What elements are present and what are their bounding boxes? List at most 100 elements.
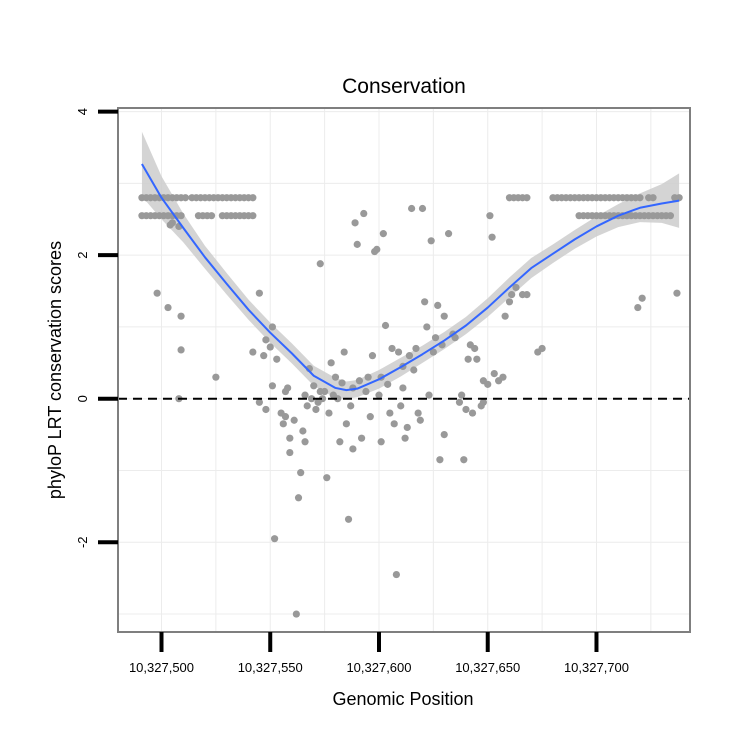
- data-point: [364, 373, 372, 381]
- data-point: [405, 352, 414, 360]
- data-point: [301, 438, 309, 446]
- data-point: [273, 355, 281, 363]
- data-point: [401, 434, 409, 442]
- data-point: [347, 402, 355, 410]
- data-point: [427, 237, 435, 245]
- data-point: [325, 409, 333, 417]
- data-point: [290, 416, 298, 424]
- data-point: [292, 610, 300, 618]
- data-point: [279, 420, 287, 428]
- smooth-curve-group: [141, 163, 680, 392]
- data-point: [351, 219, 359, 227]
- data-point: [366, 413, 374, 421]
- x-axis-tick-label: 10,327,500: [129, 660, 194, 675]
- data-point: [468, 409, 477, 417]
- y-axis-tick-label: 4: [75, 108, 90, 115]
- data-point: [473, 355, 481, 363]
- data-point: [207, 212, 216, 220]
- data-point: [431, 334, 440, 342]
- data-point: [464, 355, 472, 363]
- data-point: [303, 402, 311, 410]
- smooth-curve-line: [141, 163, 680, 392]
- data-point: [471, 344, 479, 353]
- data-point: [301, 391, 309, 399]
- data-point: [523, 194, 531, 202]
- data-point: [460, 456, 468, 464]
- data-point: [177, 346, 185, 354]
- data-point: [177, 312, 185, 320]
- data-point: [436, 456, 444, 464]
- data-point: [505, 298, 514, 306]
- data-point: [451, 334, 459, 342]
- data-point: [266, 343, 274, 351]
- data-point: [323, 474, 331, 482]
- data-point: [166, 221, 174, 229]
- y-axis: -2 0 2 4: [75, 108, 118, 548]
- data-point: [153, 289, 161, 297]
- data-point: [362, 387, 370, 396]
- data-point: [249, 348, 257, 356]
- scatter-points: [138, 194, 683, 618]
- data-point: [353, 240, 361, 248]
- x-axis-tick-label: 10,327,550: [238, 660, 303, 675]
- data-point: [249, 194, 257, 202]
- data-point: [377, 438, 385, 446]
- data-point: [638, 294, 646, 302]
- data-point: [318, 395, 327, 403]
- confidence-band-group: [141, 131, 680, 399]
- data-point: [281, 413, 290, 421]
- data-point: [440, 431, 448, 439]
- data-point: [421, 298, 429, 306]
- data-point: [338, 379, 346, 387]
- data-point: [666, 212, 675, 220]
- y-axis-tick-label: 2: [75, 252, 90, 259]
- x-axis-tick-label: 10,327,600: [346, 660, 411, 675]
- data-point: [260, 352, 268, 360]
- x-axis-tick-label: 10,327,650: [455, 660, 520, 675]
- chart-title: Conservation: [342, 75, 466, 98]
- data-point: [164, 303, 172, 312]
- data-point: [462, 405, 470, 414]
- data-point: [360, 209, 368, 218]
- x-axis: 10,327,500 10,327,550 10,327,600 10,327,650…: [129, 632, 629, 675]
- data-point: [388, 344, 396, 353]
- data-point: [255, 289, 263, 297]
- data-point: [486, 212, 494, 220]
- data-point: [316, 260, 324, 268]
- data-point: [249, 212, 257, 220]
- data-point: [212, 373, 220, 381]
- data-point: [262, 405, 270, 414]
- data-point: [386, 409, 394, 417]
- data-point: [425, 391, 433, 399]
- data-point: [286, 434, 294, 442]
- data-point: [490, 369, 498, 378]
- plot-panel-border: [117, 107, 691, 633]
- data-point: [379, 230, 387, 238]
- data-point: [286, 448, 294, 457]
- data-point: [434, 301, 442, 309]
- data-point: [331, 373, 340, 381]
- data-point: [344, 515, 353, 523]
- data-point: [177, 212, 185, 220]
- data-point: [373, 245, 381, 254]
- data-point: [416, 416, 424, 424]
- data-point: [501, 312, 509, 320]
- data-point: [321, 387, 329, 396]
- data-point: [403, 423, 411, 432]
- data-point: [392, 570, 400, 579]
- data-point: [414, 409, 422, 417]
- data-point: [538, 344, 546, 353]
- data-point: [397, 402, 405, 410]
- data-point: [268, 382, 277, 390]
- data-point: [255, 398, 263, 406]
- data-point: [634, 303, 642, 312]
- data-point: [262, 336, 270, 344]
- data-point: [410, 366, 418, 374]
- data-point: [334, 395, 342, 403]
- data-point: [307, 395, 316, 403]
- data-point: [327, 359, 335, 367]
- data-point: [499, 373, 507, 381]
- data-point: [399, 384, 407, 392]
- data-point: [423, 323, 431, 331]
